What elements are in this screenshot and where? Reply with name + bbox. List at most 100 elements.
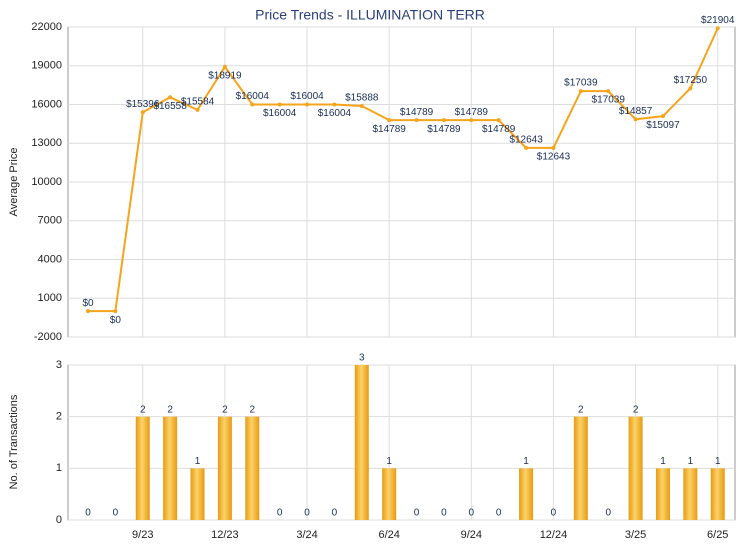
x-tick-label: 3/24 (296, 529, 317, 541)
y-tick-label: 0 (56, 514, 62, 526)
bar (573, 416, 588, 520)
value-label: $12643 (509, 135, 543, 146)
bar (163, 416, 178, 520)
value-label: 0 (551, 508, 557, 519)
point (387, 118, 392, 123)
value-label: 0 (469, 508, 475, 519)
point (578, 89, 583, 94)
point (660, 114, 665, 119)
point (551, 145, 556, 150)
value-label: $16004 (318, 108, 352, 119)
bar (683, 468, 698, 520)
value-label: $21904 (701, 15, 735, 26)
price-line (88, 27, 719, 313)
value-label: $16004 (290, 91, 324, 102)
x-tick-label: 6/25 (707, 529, 728, 541)
x-tick-label: 9/24 (461, 529, 482, 541)
value-label: 1 (688, 456, 694, 467)
x-tick-label: 9/23 (132, 529, 153, 541)
value-label: 2 (249, 404, 255, 415)
value-label: $15396 (126, 99, 160, 110)
value-label: 0 (414, 508, 420, 519)
y-tick-label: 2 (56, 411, 62, 423)
bar (354, 365, 369, 520)
y-tick-label: 19000 (31, 60, 62, 72)
bar (217, 416, 232, 520)
bar (519, 468, 534, 520)
value-label: $0 (82, 298, 94, 309)
value-label: 0 (304, 508, 310, 519)
y-tick-label: 16000 (31, 98, 62, 110)
y-tick-label: 10000 (31, 176, 62, 188)
chart-title: Price Trends - ILLUMINATION TERR (255, 7, 485, 23)
point (222, 64, 227, 69)
value-label: 0 (332, 508, 338, 519)
value-label: $15888 (345, 93, 379, 104)
y-axis-title: No. of Transactions (8, 394, 20, 489)
value-label: $14789 (455, 107, 489, 118)
point (305, 102, 310, 107)
y-tick-label: 4000 (38, 253, 62, 265)
value-label: $17250 (674, 75, 708, 86)
value-label: $16558 (153, 101, 187, 112)
bar (382, 468, 397, 520)
bar (245, 416, 260, 520)
y-tick-label: 1000 (38, 292, 62, 304)
point (715, 26, 720, 31)
value-label: 2 (167, 404, 173, 415)
point (524, 145, 529, 150)
value-label: 0 (113, 508, 119, 519)
y-tick-label: 1 (56, 462, 62, 474)
value-label: 1 (523, 456, 529, 467)
bar (655, 468, 670, 520)
value-label: 0 (277, 508, 283, 519)
point (250, 102, 255, 107)
point (332, 102, 337, 107)
point (359, 103, 364, 108)
x-tick-label: 12/24 (540, 529, 568, 541)
value-label: $14789 (427, 124, 461, 135)
point (606, 89, 611, 94)
value-label: 1 (386, 456, 392, 467)
point (140, 110, 145, 115)
value-label: 2 (578, 404, 584, 415)
point (113, 309, 118, 314)
point (195, 107, 200, 112)
x-tick-label: 12/23 (211, 529, 239, 541)
point (414, 118, 419, 123)
x-tick-label: 3/25 (625, 529, 646, 541)
value-label: 1 (195, 456, 201, 467)
value-label: $17039 (564, 78, 598, 89)
value-label: $14789 (400, 107, 434, 118)
value-label: 0 (85, 508, 91, 519)
point (496, 118, 501, 123)
value-label: $17039 (592, 95, 626, 106)
value-label: 3 (359, 353, 365, 364)
y-tick-label: 22000 (31, 21, 62, 33)
y-axis-title: Average Price (8, 148, 20, 217)
y-tick-label: 13000 (31, 137, 62, 149)
point (86, 309, 90, 314)
value-label: $15097 (646, 120, 680, 131)
bar (628, 416, 643, 520)
point (441, 118, 446, 123)
y-tick-label: 7000 (38, 215, 62, 227)
bar (190, 468, 205, 520)
value-label: 2 (222, 404, 228, 415)
value-label: $14789 (372, 124, 406, 135)
value-label: 0 (496, 508, 502, 519)
value-label: 0 (441, 508, 447, 519)
value-label: 0 (605, 508, 611, 519)
point (277, 102, 282, 107)
y-tick-label: 3 (56, 359, 62, 371)
bar (135, 416, 150, 520)
point (633, 117, 638, 122)
value-label: 2 (633, 404, 639, 415)
point (688, 86, 693, 91)
value-label: $15584 (181, 97, 215, 108)
x-tick-label: 6/24 (378, 529, 399, 541)
y-tick-label: -2000 (34, 331, 62, 343)
value-label: $14789 (482, 124, 516, 135)
value-label: $16004 (236, 91, 270, 102)
